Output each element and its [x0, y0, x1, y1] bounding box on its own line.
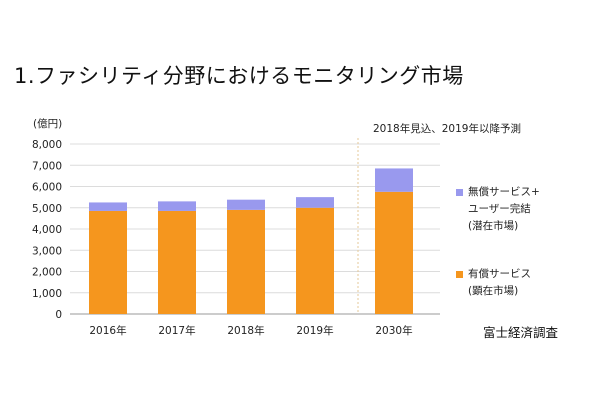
bar-segment-paid	[89, 210, 127, 314]
y-tick-label: 8,000	[32, 139, 62, 151]
tick-layer: 0 1,000 2,000 3,000 4,000 5,000 6,000 7,000 8,00…	[32, 139, 413, 337]
y-axis-unit-label: (億円)	[33, 118, 63, 130]
bar-segment-paid	[227, 209, 265, 314]
bar-segment-free	[89, 202, 127, 211]
bar-segment-paid	[375, 191, 413, 314]
y-tick-label: 5,000	[32, 203, 62, 215]
x-tick-label: 2018年	[227, 324, 264, 337]
page-title: 1.ファシリティ分野におけるモニタリング市場	[14, 64, 464, 88]
bar-segment-paid	[296, 207, 334, 314]
source-credit: 富士経済調査	[483, 325, 559, 340]
legend-label: 無償サービス+ ユーザー完結 (潜在市場)	[468, 186, 540, 232]
y-tick-label: 7,000	[32, 160, 62, 172]
legend-label: 有償サービス (顕在市場)	[468, 268, 531, 297]
legend-swatch	[456, 271, 463, 278]
x-tick-label: 2017年	[158, 324, 195, 337]
y-tick-label: 4,000	[32, 224, 62, 236]
bar-segment-free	[296, 197, 334, 208]
bar-segment-paid	[158, 210, 196, 314]
bar-segment-free	[227, 199, 265, 210]
y-tick-label: 3,000	[32, 245, 62, 257]
bar-layer	[89, 168, 413, 314]
y-tick-label: 6,000	[32, 182, 62, 194]
y-tick-label: 2,000	[32, 267, 62, 279]
forecast-note: 2018年見込、2019年以降予測	[373, 123, 521, 135]
bar-segment-free	[375, 168, 413, 192]
y-tick-label: 0	[55, 309, 62, 321]
x-tick-label: 2019年	[296, 324, 333, 337]
x-tick-label: 2030年	[375, 324, 412, 337]
y-tick-label: 1,000	[32, 288, 62, 300]
x-tick-label: 2016年	[89, 324, 126, 337]
legend-swatch	[456, 189, 463, 196]
bar-segment-free	[158, 201, 196, 211]
